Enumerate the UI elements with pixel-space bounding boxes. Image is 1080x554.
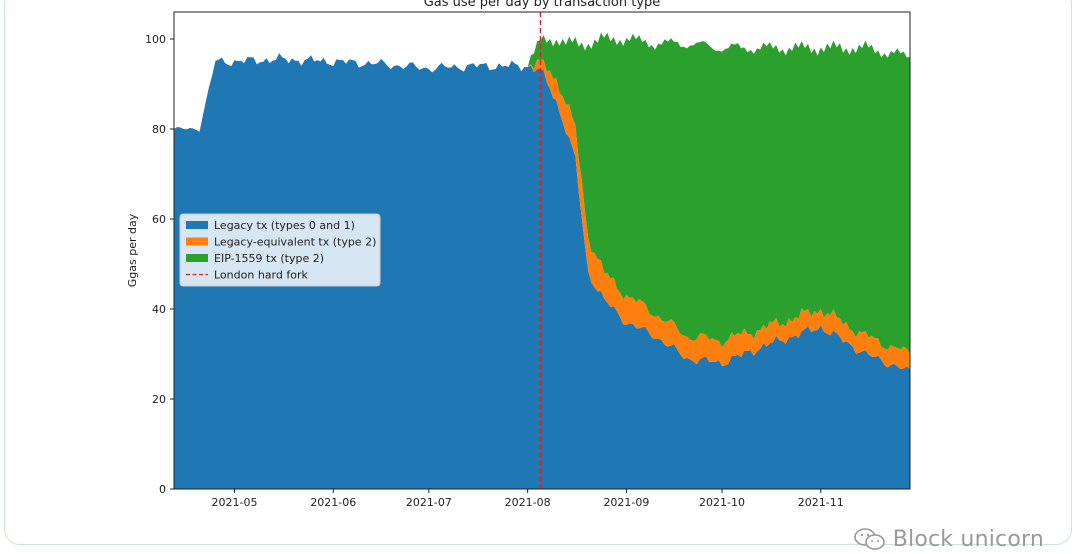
x-axis: 2021-05 2021-06 2021-07 2021-08 2021-09 2021-… [212, 489, 844, 509]
x-tick-label: 2021-05 [212, 496, 258, 509]
y-axis: 0 20 40 60 80 100 [145, 33, 174, 496]
chart-title: Gas use per day by transaction type [424, 0, 661, 10]
x-tick-label: 2021-10 [699, 496, 745, 509]
legend-box [179, 213, 381, 287]
legend-swatch [186, 237, 208, 246]
x-tick-label: 2021-08 [505, 496, 551, 509]
area-legacy [174, 53, 910, 489]
legend: Legacy tx (types 0 and 1) Legacy-equivale… [179, 213, 381, 287]
watermark-text: Block unicorn [892, 526, 1044, 552]
y-tick-label: 100 [145, 33, 166, 46]
area-eip1559 [174, 32, 910, 354]
y-axis-label: Ggas per day [126, 213, 139, 287]
y-tick-label: 0 [159, 483, 166, 496]
plot-border [173, 11, 911, 490]
legend-swatch [186, 221, 208, 229]
y-tick-label: 60 [152, 213, 166, 226]
legend-label: London hard fork [214, 269, 308, 282]
legend-swatch [186, 254, 208, 262]
legend-label: Legacy-equivalent tx (type 2) [214, 236, 376, 249]
x-tick-label: 2021-07 [406, 496, 452, 509]
card-frame [4, 0, 1072, 545]
legend-label: EIP-1559 tx (type 2) [214, 252, 324, 265]
watermark: Block unicorn [853, 526, 1044, 552]
x-tick-label: 2021-09 [603, 496, 649, 509]
y-tick-label: 20 [152, 393, 166, 406]
stacked-areas [174, 32, 910, 489]
y-tick-label: 40 [152, 303, 166, 316]
x-tick-label: 2021-11 [798, 496, 844, 509]
wechat-icon [853, 528, 885, 550]
y-tick-label: 80 [152, 123, 166, 136]
legend-label: Legacy tx (types 0 and 1) [214, 219, 355, 232]
x-tick-label: 2021-06 [310, 496, 356, 509]
